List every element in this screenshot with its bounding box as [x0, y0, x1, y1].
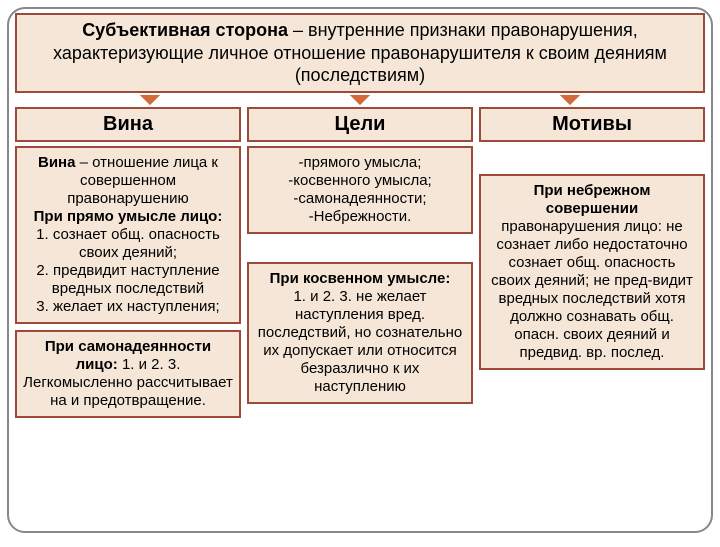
- columns-container: Вина – отношение лица к совершенном прав…: [15, 146, 705, 418]
- header-box: Субъективная сторона – внутренние призна…: [15, 13, 705, 93]
- column-headers-row: Вина Цели Мотивы: [15, 107, 705, 142]
- vina-direct-intent-title: При прямо умысле лицо:: [23, 208, 233, 226]
- arrow-down-icon: [560, 95, 580, 105]
- vina-lead: Вина: [38, 154, 75, 171]
- vina-def-rest: – отношение лица к совершенном правонару…: [67, 154, 218, 207]
- arrow-down-icon: [140, 95, 160, 105]
- box-vina-selfconfidence: При самонадеянности лицо: 1. и 2. 3. Лег…: [15, 330, 241, 418]
- indirect-rest: 1. и 2. 3. не желает наступления вред. п…: [255, 288, 465, 396]
- box-vina-definition: Вина – отношение лица к совершенном прав…: [15, 146, 241, 324]
- negligence-title: При небрежном совершении: [534, 182, 651, 217]
- col-header-vina: Вина: [15, 107, 241, 142]
- selfconf-rest: 1. и 2. 3. Легкомысленно рассчитывает на…: [23, 356, 233, 409]
- box-celi-indirect: При косвенном умысле: 1. и 2. 3. не жела…: [247, 262, 473, 404]
- col-motivy: При небрежном совершении правонарушения …: [479, 146, 705, 418]
- indirect-title: При косвенном умысле:: [255, 270, 465, 288]
- col-vina: Вина – отношение лица к совершенном прав…: [15, 146, 241, 418]
- vina-item-3: 3. желает их наступления;: [23, 298, 233, 316]
- diagram-frame: Субъективная сторона – внутренние призна…: [7, 7, 713, 533]
- col-celi: -прямого умысла; -косвенного умысла; -са…: [247, 146, 473, 418]
- box-motivy-negligence: При небрежном совершении правонарушения …: [479, 174, 705, 370]
- vina-item-2: 2. предвидит наступление вредных последс…: [23, 262, 233, 298]
- celi-l1: -прямого умысла;: [255, 154, 465, 172]
- arrow-down-icon: [350, 95, 370, 105]
- negligence-rest: правонарушения лицо: не сознает либо нед…: [491, 218, 693, 361]
- header-lead: Субъективная сторона: [82, 20, 288, 40]
- vina-item-1: 1. сознает общ. опасность своих деяний;: [23, 226, 233, 262]
- celi-l2: -косвенного умысла;: [255, 172, 465, 190]
- col-header-motivy: Мотивы: [479, 107, 705, 142]
- arrow-row: [45, 95, 675, 105]
- box-celi-list: -прямого умысла; -косвенного умысла; -са…: [247, 146, 473, 234]
- celi-l3: -самонадеянности;: [255, 190, 465, 208]
- col-header-celi: Цели: [247, 107, 473, 142]
- celi-l4: -Небрежности.: [255, 208, 465, 226]
